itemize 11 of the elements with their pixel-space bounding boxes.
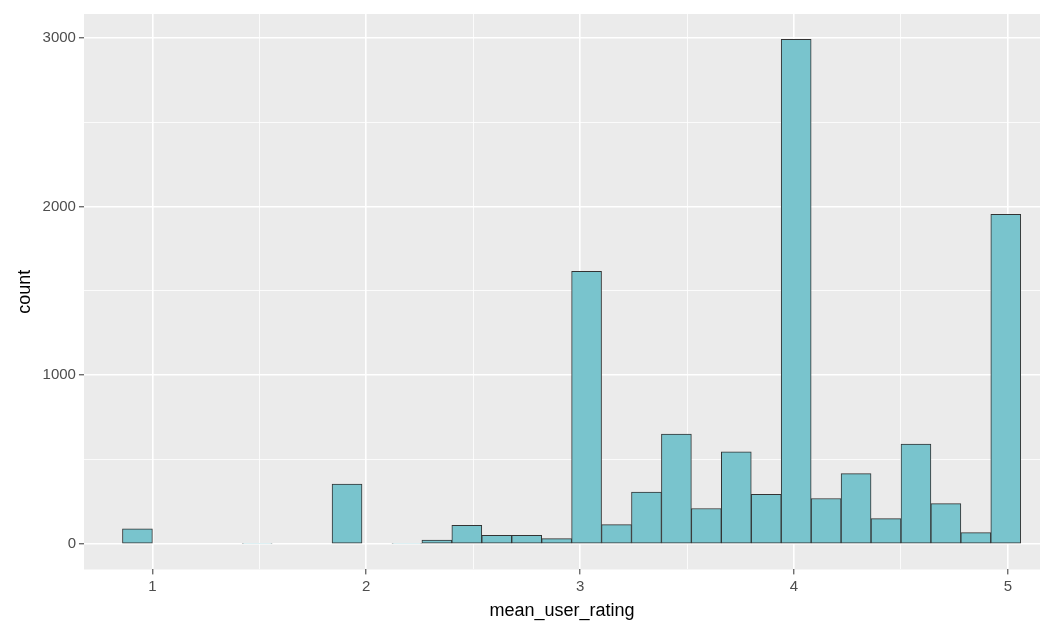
x-tick-label: 3 [575, 576, 585, 594]
y-tick-label: 0 [67, 534, 76, 552]
x-tick-label: 2 [362, 576, 371, 594]
y-tick-label: 2000 [42, 196, 76, 214]
y-tick-label: 1000 [42, 365, 76, 383]
x-tick-label: 1 [148, 576, 157, 594]
x-tick-label: 5 [1003, 576, 1013, 594]
x-tick-label: 4 [789, 576, 799, 594]
y-tick-label: 3000 [42, 27, 76, 45]
x-axis-title: mean_user_rating [489, 600, 635, 622]
y-axis-title: count [13, 269, 34, 314]
